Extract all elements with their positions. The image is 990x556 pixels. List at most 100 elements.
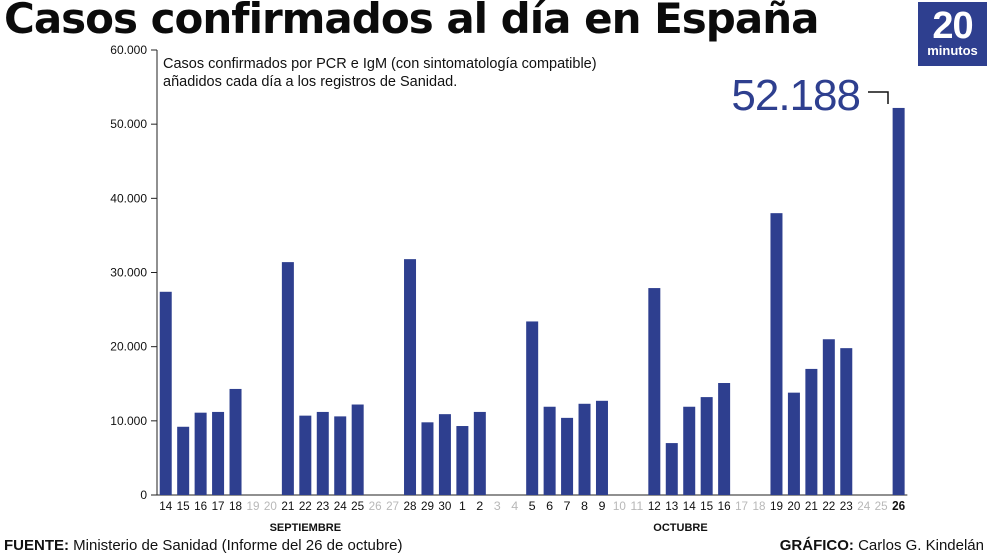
- bar: [648, 288, 661, 495]
- x-tick-label: 18: [229, 499, 242, 513]
- x-tick-label: 15: [700, 499, 713, 513]
- source-text: Ministerio de Sanidad (Informe del 26 de…: [73, 537, 403, 554]
- bar: [281, 262, 294, 495]
- x-tick-label: 21: [281, 499, 294, 513]
- credit-label: GRÁFICO:: [779, 537, 854, 554]
- bar: [543, 406, 556, 495]
- logo-word: minutos: [927, 43, 978, 58]
- credit-text: Carlos G. Kindelán: [858, 537, 984, 554]
- bar: [351, 404, 364, 495]
- bar: [438, 414, 451, 495]
- x-tick-label: 14: [683, 499, 696, 513]
- credit-note: GRÁFICO: Carlos G. Kindelán: [780, 537, 984, 554]
- bars: [159, 107, 905, 496]
- source-label: FUENTE:: [4, 537, 69, 554]
- x-tick-label: 29: [421, 499, 434, 513]
- y-tick-label: 50.000: [110, 117, 147, 131]
- x-tick-label: 16: [194, 499, 207, 513]
- x-tick-label: 8: [581, 499, 588, 513]
- bar: [316, 411, 329, 495]
- bar: [194, 412, 207, 495]
- month-label: SEPTIEMBRE: [270, 522, 342, 534]
- bar: [822, 339, 835, 495]
- source-note: FUENTE: Ministerio de Sanidad (Informe d…: [4, 537, 403, 554]
- x-tick-label: 21: [805, 499, 818, 513]
- bar: [473, 411, 486, 495]
- x-tick-label: 17: [212, 499, 225, 513]
- x-tick-label: 25: [351, 499, 364, 513]
- x-tick-label: 24: [857, 499, 870, 513]
- month-label: OCTUBRE: [653, 522, 707, 534]
- bar: [404, 259, 417, 495]
- x-tick-label: 19: [770, 499, 783, 513]
- x-tick-label: 9: [598, 499, 605, 513]
- x-axis-labels: 14 15 16 17 18 19 20 21 22 23 24 25 26 27 28 29 30 1 2 3 4 5 6…: [159, 498, 905, 513]
- x-tick-label: 12: [648, 499, 661, 513]
- bar: [456, 426, 469, 495]
- bar: [787, 392, 800, 495]
- bar: [229, 388, 242, 495]
- bar: [805, 368, 818, 495]
- x-tick-label: 20: [264, 499, 277, 513]
- x-tick-label: 30: [438, 499, 451, 513]
- x-tick-label: 15: [177, 499, 190, 513]
- bar: [718, 383, 731, 495]
- x-tick-label: 22: [822, 499, 835, 513]
- x-tick-label: 23: [840, 499, 853, 513]
- bar: [578, 403, 591, 495]
- bar: [421, 422, 434, 495]
- highlight-value-label: 52.188: [731, 71, 860, 120]
- bar: [665, 443, 678, 495]
- bar: [212, 411, 225, 495]
- x-tick-label: 14: [159, 499, 172, 513]
- subtitle-line-1: Casos confirmados por PCR e IgM (con sin…: [163, 56, 597, 72]
- subtitle-line-2: añadidos cada día a los registros de San…: [163, 74, 457, 90]
- bar: [526, 321, 539, 495]
- x-tick-label: 26: [892, 498, 905, 513]
- x-tick-label: 13: [665, 499, 678, 513]
- bar: [700, 397, 713, 495]
- logo-number: 20: [932, 5, 973, 47]
- bar: [299, 415, 312, 495]
- highlight-callout-line: [868, 91, 889, 104]
- x-tick-label: 16: [718, 499, 731, 513]
- x-tick-label: 17: [735, 499, 748, 513]
- x-tick-label: 23: [316, 499, 329, 513]
- x-tick-label: 3: [494, 499, 501, 513]
- y-tick-label: 30.000: [110, 266, 147, 280]
- x-tick-label: 25: [875, 499, 888, 513]
- x-tick-label: 22: [299, 499, 312, 513]
- bar: [892, 107, 905, 496]
- x-tick-label: 18: [753, 499, 766, 513]
- x-tick-label: 7: [564, 499, 571, 513]
- bar: [595, 400, 608, 495]
- bar: [177, 426, 190, 495]
- y-tick-label: 20.000: [110, 340, 147, 354]
- month-labels: SEPTIEMBRE OCTUBRE: [270, 522, 708, 534]
- x-tick-label: 1: [459, 499, 466, 513]
- x-tick-label: 4: [511, 499, 518, 513]
- x-tick-label: 20: [787, 499, 800, 513]
- bar: [770, 213, 783, 495]
- x-tick-label: 27: [386, 499, 399, 513]
- bar: [159, 291, 172, 495]
- y-tick-label: 40.000: [110, 191, 147, 205]
- bar: [683, 406, 696, 495]
- bar: [334, 416, 347, 495]
- x-tick-label: 10: [613, 499, 626, 513]
- y-tick-label: 10.000: [110, 414, 147, 428]
- x-tick-label: 6: [546, 499, 553, 513]
- x-tick-label: 5: [529, 499, 536, 513]
- x-tick-label: 2: [476, 499, 483, 513]
- x-tick-label: 19: [246, 499, 259, 513]
- chart-title: Casos confirmados al día en España: [4, 0, 819, 43]
- y-tick-label: 0: [140, 488, 147, 502]
- x-tick-label: 28: [404, 499, 417, 513]
- brand-logo: 20 minutos: [918, 2, 987, 66]
- x-tick-label: 26: [369, 499, 382, 513]
- bar: [561, 417, 574, 495]
- x-tick-label: 11: [630, 499, 643, 513]
- x-tick-label: 24: [334, 499, 347, 513]
- bar: [840, 348, 853, 495]
